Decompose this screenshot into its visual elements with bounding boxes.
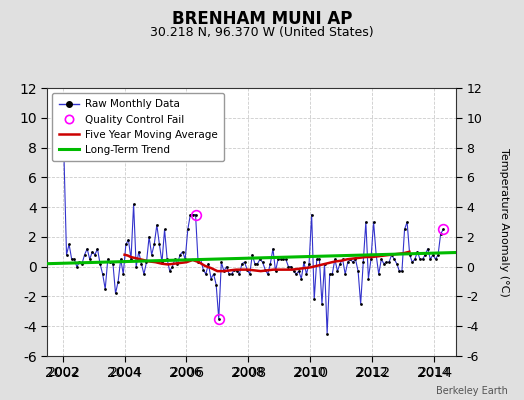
Legend: Raw Monthly Data, Quality Control Fail, Five Year Moving Average, Long-Term Tren: Raw Monthly Data, Quality Control Fail, … [52, 93, 224, 161]
Text: 30.218 N, 96.370 W (United States): 30.218 N, 96.370 W (United States) [150, 26, 374, 39]
Y-axis label: Temperature Anomaly (°C): Temperature Anomaly (°C) [499, 148, 509, 296]
Text: BRENHAM MUNI AP: BRENHAM MUNI AP [172, 10, 352, 28]
Text: Berkeley Earth: Berkeley Earth [436, 386, 508, 396]
